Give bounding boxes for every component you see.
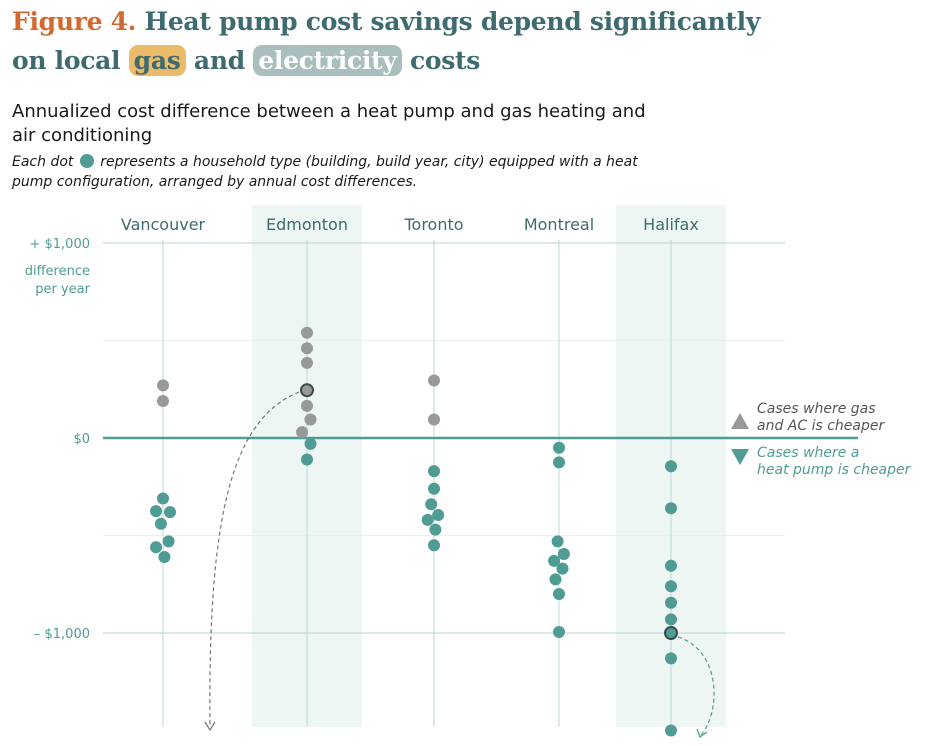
title-and: and [193, 46, 245, 75]
arrow-head-halifax [696, 728, 708, 738]
data-dot [428, 465, 440, 478]
up-triangle-icon [731, 413, 749, 429]
data-dot [665, 613, 677, 626]
y-tick-label: + $1,000 [29, 237, 90, 252]
data-dot [150, 505, 162, 518]
data-dot [557, 548, 570, 561]
data-dot [304, 437, 317, 450]
data-dot [300, 383, 314, 398]
legend-up-label: Cases where gas [757, 401, 876, 417]
data-dot [665, 502, 677, 515]
data-dot [154, 517, 167, 530]
data-dot [664, 626, 678, 640]
data-dot [428, 539, 440, 552]
data-dot [553, 441, 565, 454]
data-dot [548, 554, 561, 567]
data-dot [665, 724, 677, 737]
legend-up-label: and AC is cheaper [757, 418, 885, 434]
figure-number: Figure 4. [12, 7, 137, 36]
data-dot [296, 426, 309, 439]
data-dot [425, 498, 438, 511]
data-dot [301, 356, 313, 369]
data-dot [428, 413, 440, 426]
data-dot [162, 535, 175, 548]
title-line2-start: on local [12, 46, 121, 75]
data-dot [428, 482, 440, 495]
data-dot [553, 626, 565, 639]
data-dot [157, 394, 169, 407]
data-dot [301, 342, 313, 355]
data-dot [158, 550, 171, 563]
city-label-vancouver: Vancouver [121, 215, 206, 234]
y-tick-label: – $1,000 [34, 627, 90, 642]
data-dot [665, 460, 677, 473]
data-dot [553, 588, 565, 600]
arrow-head-edmonton [204, 721, 216, 732]
y-axis-label: per year [35, 282, 90, 297]
city-label-edmonton: Edmonton [266, 215, 348, 234]
data-dot [428, 374, 440, 387]
data-dot [157, 379, 169, 392]
note-before: Each dot [12, 154, 74, 170]
data-dot [665, 652, 677, 665]
city-label-montreal: Montreal [524, 215, 594, 234]
data-dot [553, 456, 565, 469]
data-dot [665, 596, 677, 609]
note-after: represents a household type (building, b… [12, 154, 638, 190]
title-line1: Heat pump cost savings depend significan… [144, 7, 761, 36]
data-dot [549, 573, 562, 586]
data-dot [157, 492, 169, 505]
data-dot [432, 509, 445, 522]
data-dot [301, 399, 313, 412]
data-dot [150, 541, 162, 554]
data-dot [429, 523, 442, 536]
figure-title: Figure 4. Heat pump cost savings depend … [12, 2, 760, 80]
y-axis-label: difference [25, 264, 90, 279]
data-dot [301, 326, 313, 339]
gas-highlight: gas [128, 45, 186, 76]
dot-legend-symbol [79, 154, 94, 168]
arrow-path-halifax [677, 636, 715, 736]
y-tick-label: $0 [73, 432, 90, 447]
legend-down-label: heat pump is cheaper [757, 462, 912, 478]
data-dot [665, 580, 677, 593]
dot-explanation: Each dot represents a household type (bu… [12, 152, 652, 192]
data-dot [304, 413, 317, 426]
city-label-toronto: Toronto [403, 215, 463, 234]
data-dot [301, 453, 313, 466]
arrow-path-edmonton [209, 391, 300, 727]
data-dot [556, 562, 569, 575]
city-label-halifax: Halifax [643, 215, 699, 234]
down-triangle-icon [731, 449, 749, 465]
chart-subtitle: Annualized cost difference between a hea… [12, 101, 646, 146]
data-dot [551, 535, 564, 548]
data-dot [164, 506, 176, 519]
legend-down-label: Cases where a [757, 445, 859, 461]
electricity-highlight: electricity [253, 45, 402, 76]
data-dot [421, 513, 434, 526]
data-dot [665, 559, 677, 572]
title-line2-end: costs [409, 46, 481, 75]
